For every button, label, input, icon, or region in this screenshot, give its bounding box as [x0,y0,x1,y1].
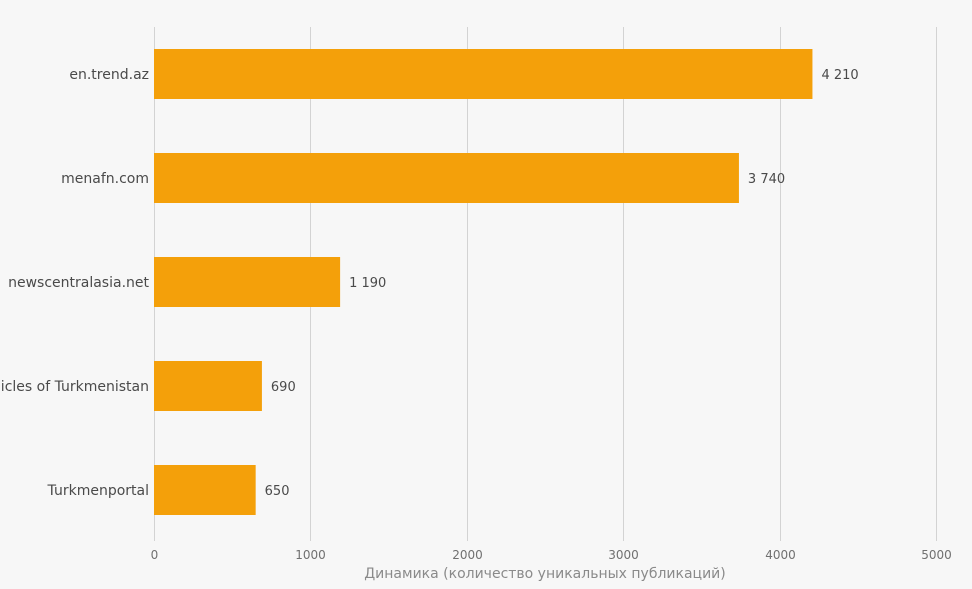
grid [154,27,937,541]
bar [154,257,341,307]
bar [154,49,813,99]
value-label: 4 210 [821,68,858,83]
x-tick-label: 3000 [608,548,639,562]
bar [154,153,739,203]
category-label: menafn.com [61,171,149,187]
labels: 0 1000 2000 3000 4000 5000 en.trend.az 4 210 men… [0,67,952,562]
bars [154,49,813,515]
value-label: 3 740 [748,172,785,187]
category-label: newscentralasia.net [8,275,149,291]
bar [154,465,256,515]
value-label: 690 [271,380,296,395]
category-label: en.trend.az [69,67,149,83]
value-label: 650 [265,484,290,499]
x-axis-title: Динамика (количество уникальных публикац… [364,566,726,582]
category-label: Turkmenportal [47,483,149,499]
value-label: 1 190 [349,276,386,291]
x-tick-label: 1000 [295,548,326,562]
category-label: Chronicles of Turkmenistan [0,379,149,395]
x-tick-label: 0 [151,548,159,562]
x-tick-label: 5000 [921,548,952,562]
x-tick-label: 4000 [765,548,796,562]
x-tick-label: 2000 [452,548,483,562]
bar [154,361,262,411]
